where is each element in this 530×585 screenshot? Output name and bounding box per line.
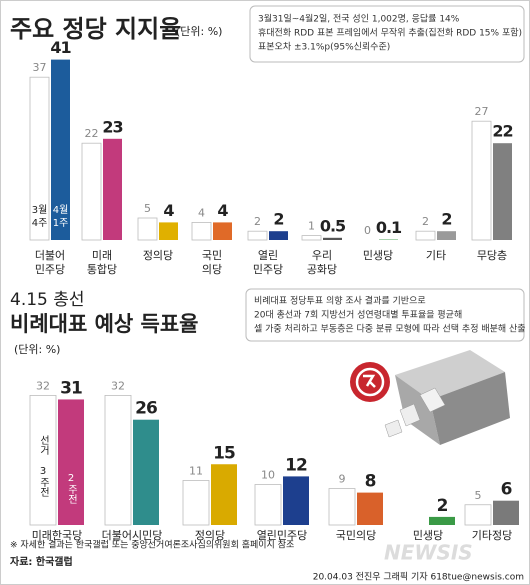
value-label: 0.1 <box>376 218 402 237</box>
value-label: 5 <box>475 489 482 502</box>
value-label: 10 <box>261 469 275 482</box>
bar <box>191 221 212 241</box>
bar <box>254 484 282 526</box>
value-label: 22 <box>492 122 512 141</box>
value-label: 41 <box>50 38 71 57</box>
bar <box>182 480 210 526</box>
value-label: 5 <box>144 202 151 215</box>
value-label: 11 <box>189 464 203 477</box>
x-tick-label: 정의당 <box>143 249 173 262</box>
value-label: 23 <box>102 117 122 136</box>
legend-label: 2주전 <box>66 473 78 504</box>
value-label: 4 <box>198 206 205 219</box>
x-tick-label: 민생당 <box>363 249 393 262</box>
value-label: 1 <box>308 220 315 233</box>
bar <box>103 138 122 240</box>
bar <box>429 516 455 525</box>
footnote: ※ 자세한 결과는 한국갤럽 또는 중앙선거여론조사심의위원회 홈페이지 참조 <box>10 539 294 551</box>
x-tick-label: 더불어 민주당 <box>35 249 65 276</box>
chart-title: 주요 정당 지지율 <box>10 15 181 43</box>
bar <box>211 464 237 525</box>
bar <box>29 394 57 526</box>
ballot-illustration <box>350 350 510 445</box>
legend-label: 3월 4주 <box>32 204 48 229</box>
value-label: 37 <box>33 61 47 74</box>
note-box <box>245 288 525 342</box>
bar <box>471 120 492 241</box>
bar <box>133 419 159 525</box>
source: 자료: 한국갤럽 <box>10 555 73 568</box>
x-tick-label: 열린민주당 <box>257 529 308 542</box>
bar <box>51 59 70 240</box>
bar <box>269 231 288 240</box>
x-tick-label: 민생당 <box>413 529 443 542</box>
value-label: 15 <box>213 443 235 463</box>
x-tick-label: 미래한국당 <box>32 529 83 542</box>
bar <box>357 492 383 525</box>
bar <box>415 230 436 241</box>
note-line: 셀 가중 처리하고 부동층은 다중 분류 모형에 따라 선택 추정 배분해 산출 <box>254 323 526 335</box>
note-line: 20대 총선과 7회 지방선거 성연령대별 투표율을 평균해 <box>254 309 462 321</box>
bar <box>159 222 178 240</box>
value-label: 27 <box>475 105 489 118</box>
note-box <box>249 5 525 63</box>
bar <box>283 476 309 525</box>
bar <box>301 235 322 241</box>
value-label: 0.5 <box>320 216 346 235</box>
value-label: 2 <box>254 215 261 228</box>
value-label: 2 <box>273 210 283 229</box>
bar <box>493 143 512 240</box>
watermark: NEWSIS <box>384 541 473 565</box>
unit: (단위: %) <box>176 25 222 38</box>
bar <box>213 222 232 240</box>
bar <box>464 504 492 526</box>
value-label: 2 <box>437 496 448 516</box>
bar <box>323 237 342 240</box>
bar <box>328 488 356 526</box>
legend-label: 4월 1주 <box>53 204 69 229</box>
bar <box>58 399 84 525</box>
credit: 20.04.03 전진우 그래픽 기자 618tue@newsis.com <box>313 572 524 583</box>
chart-title: 비례대표 예상 득표율 <box>10 312 199 336</box>
x-tick-label: 우리 공화당 <box>307 249 337 276</box>
value-label: 12 <box>285 455 307 475</box>
legend-label: 선거 3주전 <box>38 435 50 497</box>
value-label: 32 <box>36 379 50 392</box>
value-label: 31 <box>60 378 82 398</box>
value-label: 2 <box>422 215 429 228</box>
bar <box>247 230 268 241</box>
note-line: 휴대전화 RDD 표본 프레임에서 무작위 추출(집전화 RDD 15% 포함) <box>258 27 522 39</box>
bar <box>81 142 102 241</box>
note-line: 비례대표 정당투표 의향 조사 결과를 기반으로 <box>254 295 426 307</box>
value-label: 2 <box>441 210 451 229</box>
value-label: 32 <box>111 379 125 392</box>
value-label: 22 <box>85 127 99 140</box>
bar <box>137 217 158 241</box>
value-label: 4 <box>163 201 174 220</box>
bar <box>29 76 50 241</box>
bar <box>437 231 456 240</box>
value-label: 8 <box>365 472 376 492</box>
x-tick-label: 국민의당 <box>336 529 376 542</box>
chart-subtitle: 4.15 총선 <box>10 290 85 310</box>
note-line: 표본오차 ±3.1%p(95%신뢰수준) <box>258 41 390 53</box>
x-tick-label: 미래 통합당 <box>87 249 117 276</box>
x-tick-label: 더불어시민당 <box>102 529 163 542</box>
value-label: 0 <box>364 224 371 237</box>
bar <box>104 394 132 526</box>
value-label: 4 <box>217 201 228 220</box>
x-tick-label: 기타 <box>426 249 446 262</box>
value-label: 9 <box>339 473 346 486</box>
unit: (단위: %) <box>14 343 60 356</box>
bar <box>493 500 519 525</box>
x-tick-label: 기타정당 <box>472 529 512 542</box>
value-label: 6 <box>501 480 512 500</box>
x-tick-label: 무당층 <box>477 249 507 262</box>
value-label: 26 <box>135 399 157 419</box>
note-line: 3월31일~4월2일, 전국 성인 1,002명, 응답률 14% <box>258 13 460 25</box>
x-tick-label: 정의당 <box>195 529 225 542</box>
